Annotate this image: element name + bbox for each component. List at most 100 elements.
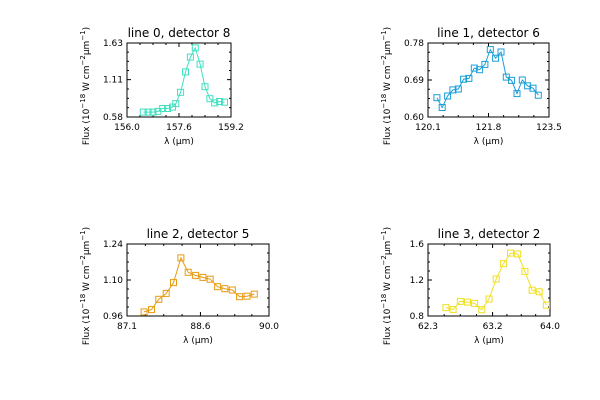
y-tick-label: 1.11: [103, 76, 123, 86]
data-point: [529, 84, 537, 92]
data-point: [542, 301, 550, 309]
data-point: [206, 95, 214, 103]
y-axis-label: Flux (10−18 W cm−2μm−1): [380, 27, 393, 145]
y-tick-label: 0.8: [410, 312, 425, 322]
y-tick-label: 0.96: [103, 312, 123, 322]
data-point: [199, 273, 207, 281]
data-point: [499, 260, 507, 268]
data-point: [460, 75, 468, 83]
data-point: [184, 268, 192, 276]
y-tick-label: 1.63: [103, 39, 123, 49]
data-point: [485, 295, 493, 303]
y-axis-label: Flux (10−18 W cm−2μm−1): [79, 227, 92, 345]
data-point: [172, 100, 180, 108]
data-point: [144, 108, 152, 116]
x-tick-label: 87.1: [117, 322, 137, 332]
series-line: [143, 46, 225, 113]
data-point: [471, 299, 479, 307]
data-point: [162, 289, 170, 297]
data-point: [535, 288, 543, 296]
series-line: [445, 252, 547, 311]
data-point: [492, 275, 500, 283]
data-point: [221, 285, 229, 293]
data-point: [433, 94, 441, 102]
y-tick-label: 0.78: [404, 39, 424, 49]
data-point: [492, 54, 500, 62]
chart-panel-1: 120.1 121.8 123.5 0.60 0.69 0.78 line 1, detec…: [380, 26, 562, 147]
data-point: [442, 304, 450, 312]
x-tick-label: 123.5: [536, 123, 562, 133]
data-point: [186, 53, 194, 61]
data-point: [465, 74, 473, 82]
data-point: [228, 286, 236, 294]
data-point: [486, 46, 494, 54]
y-tick-label: 0.58: [103, 113, 123, 123]
x-axis-label: λ (μm): [474, 137, 504, 147]
chart-panel-0: 156.0 157.6 159.2 0.58 1.11 1.63 line 0, detec…: [79, 26, 244, 147]
data-point: [524, 82, 532, 90]
data-point: [534, 91, 542, 99]
data-point: [221, 98, 228, 106]
data-point: [438, 104, 446, 111]
chart-panel-3: 62.3 63.2 64.0 0.8 1.2 1.6 line 3, detector 2 λ…: [380, 227, 560, 346]
data-point: [444, 92, 452, 100]
data-point: [206, 275, 214, 283]
x-tick-label: 63.2: [483, 322, 503, 332]
data-point: [211, 99, 219, 107]
data-point: [140, 308, 148, 316]
x-tick-label: 121.8: [476, 123, 502, 133]
plot-frame: [126, 243, 270, 317]
data-point: [149, 108, 157, 116]
chart-title: line 0, detector 8: [128, 26, 231, 40]
chart-panel-2: 87.1 88.6 90.0 0.96 1.10 1.24 line 2, detector…: [79, 227, 279, 346]
data-point: [476, 66, 484, 74]
x-tick-label: 159.2: [218, 123, 244, 133]
y-tick-label: 1.24: [103, 240, 123, 250]
data-point: [514, 250, 522, 258]
x-tick-label: 64.0: [540, 322, 560, 332]
x-tick-label: 156.0: [114, 123, 140, 133]
data-point: [164, 105, 172, 112]
data-point: [449, 86, 457, 94]
y-axis-label: Flux (10−18 W cm−2μm−1): [380, 227, 393, 345]
data-point: [250, 290, 258, 298]
data-point: [497, 48, 505, 56]
data-point: [478, 306, 486, 314]
data-point: [192, 271, 200, 279]
data-point: [139, 108, 147, 116]
data-point: [521, 267, 529, 275]
y-axis-label: Flux (10−18 W cm−2μm−1): [79, 27, 92, 145]
y-tick-label: 0.69: [404, 76, 424, 86]
x-axis-label: λ (μm): [474, 336, 504, 346]
x-tick-label: 157.6: [166, 123, 192, 133]
x-axis-label: λ (μm): [183, 336, 213, 346]
chart-title: line 2, detector 5: [147, 227, 250, 241]
data-point: [528, 286, 536, 294]
data-point: [456, 297, 464, 305]
plot-frame: [427, 243, 551, 317]
data-point: [148, 306, 155, 314]
data-point: [155, 295, 163, 303]
series-line: [436, 48, 539, 109]
data-point: [201, 83, 209, 91]
y-tick-label: 1.6: [410, 240, 425, 250]
data-point: [191, 44, 199, 52]
y-tick-label: 0.60: [404, 113, 424, 123]
data-point: [470, 64, 478, 72]
data-point: [182, 68, 189, 76]
y-tick-label: 1.2: [410, 276, 424, 286]
data-point: [454, 85, 462, 93]
data-point: [159, 105, 167, 112]
data-point: [464, 298, 471, 306]
data-point: [170, 279, 177, 287]
data-point: [236, 293, 244, 301]
data-point: [481, 60, 489, 68]
x-tick-label: 90.0: [259, 322, 279, 332]
data-point: [507, 249, 514, 257]
data-point: [196, 60, 204, 68]
chart-title: line 3, detector 2: [438, 227, 541, 241]
x-axis-label: λ (μm): [164, 137, 194, 147]
data-point: [177, 88, 185, 96]
chart-title: line 1, detector 6: [437, 26, 540, 40]
